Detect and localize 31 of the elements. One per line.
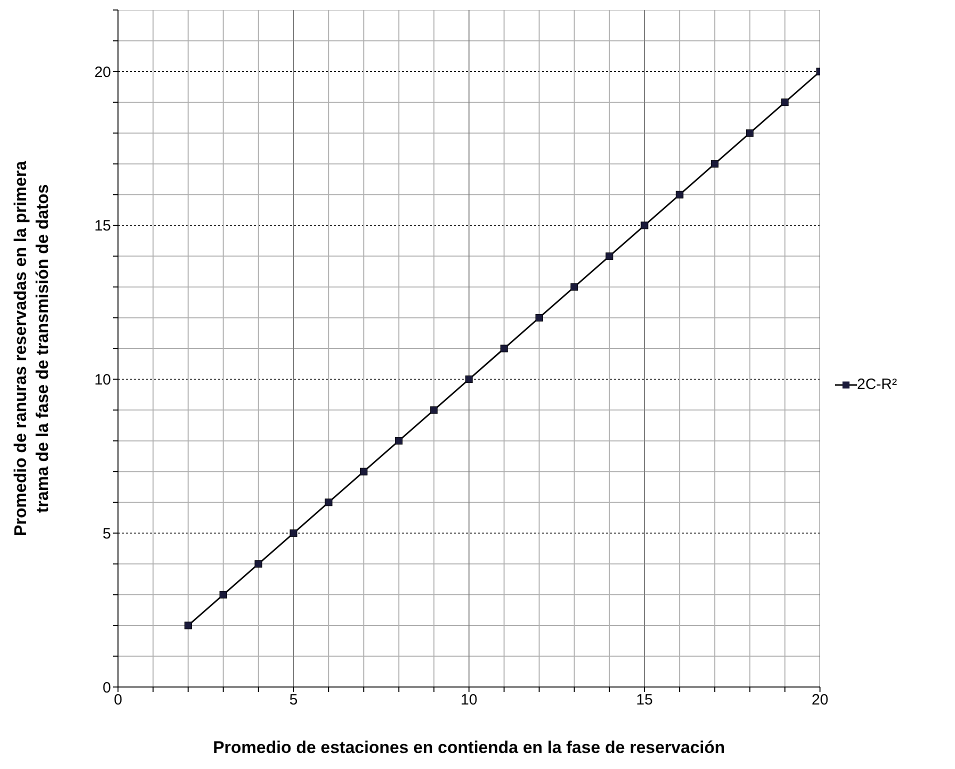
point: [430, 406, 438, 414]
y-axis-title: Promedio de ranuras reservadas en la primera trama de la fase de transmisión de datos: [11, 160, 52, 536]
point: [395, 437, 403, 445]
point: [184, 622, 192, 630]
legend-label: 2C-R²: [857, 376, 898, 393]
point: [220, 590, 228, 598]
point: [676, 190, 684, 198]
point: [570, 283, 578, 291]
point: [500, 344, 508, 352]
x-tick-label: 5: [289, 692, 298, 709]
y-tick-label: 10: [94, 372, 111, 389]
point: [746, 129, 754, 137]
point: [710, 160, 718, 168]
y-tick-label: 20: [94, 64, 111, 81]
point: [360, 468, 368, 476]
y-tick-label: 15: [94, 218, 111, 235]
point: [290, 529, 298, 537]
x-tick-label: 10: [460, 692, 478, 709]
point: [324, 498, 332, 506]
point: [781, 98, 789, 106]
x-tick-label: 15: [636, 692, 653, 709]
point: [465, 376, 473, 384]
point: [606, 252, 614, 260]
y-tick-label: 0: [102, 679, 111, 696]
point: [640, 222, 648, 230]
x-tick-label: 0: [114, 692, 122, 709]
y-tick-label: 5: [102, 525, 111, 542]
x-tick-label: 20: [812, 692, 828, 709]
point: [535, 314, 543, 322]
x-axis-title: Promedio de estaciones en contienda en la fase de reservación: [212, 738, 726, 757]
point: [254, 560, 262, 568]
